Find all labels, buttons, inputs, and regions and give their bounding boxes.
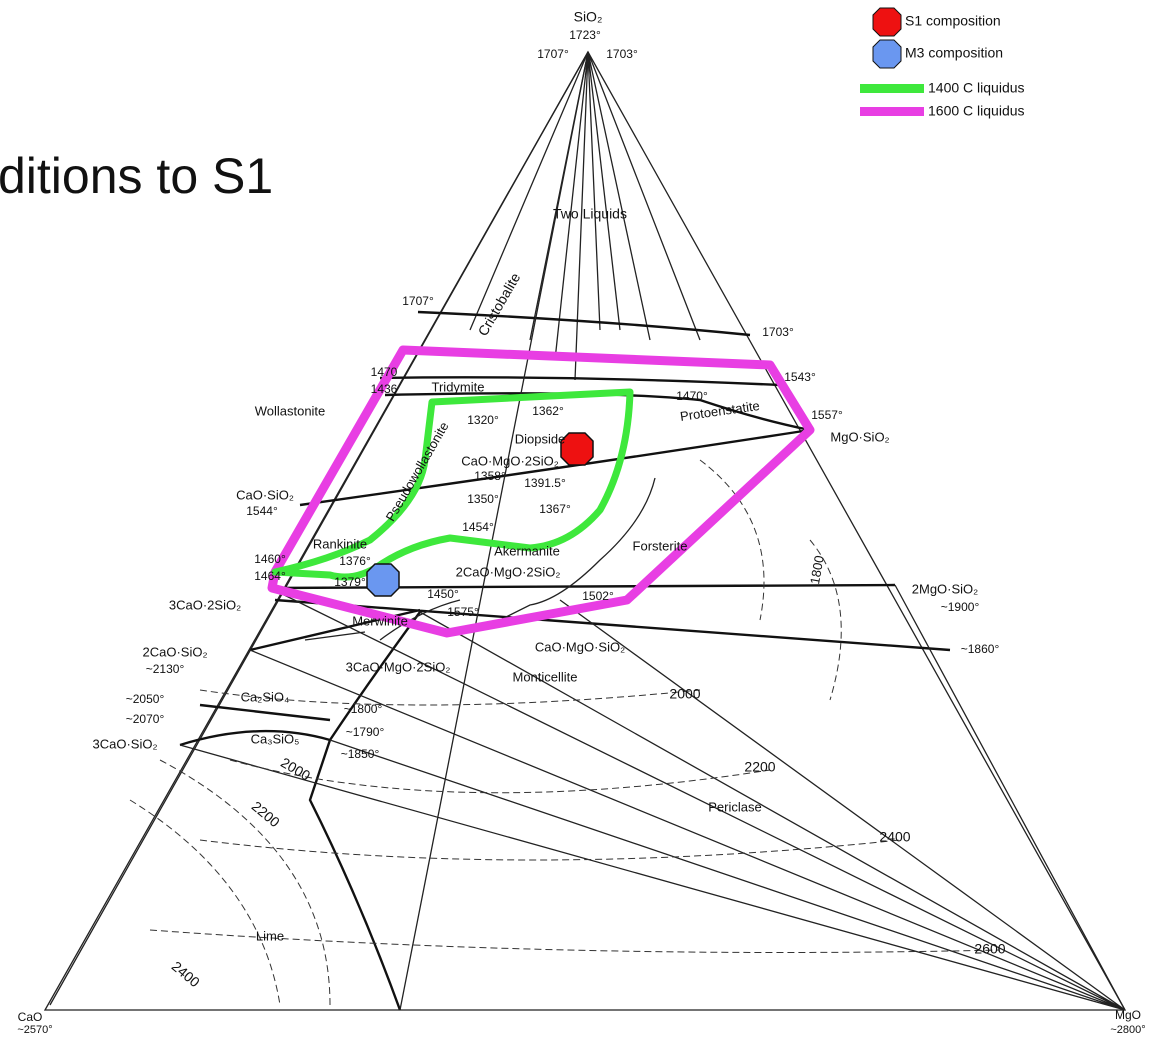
- diagram-label: Monticellite: [512, 669, 577, 684]
- diagram-label: 2000: [669, 686, 700, 702]
- legend-label: M3 composition: [905, 45, 1003, 61]
- diagram-label: Akermanite: [494, 543, 560, 558]
- diagram-label: 2CaO·MgO·2SiO₂: [456, 564, 561, 579]
- sketch-lines: [304, 477, 656, 641]
- diagram-label: Diopside: [515, 431, 566, 446]
- diagram-label: 1379°: [334, 575, 366, 589]
- diagram-label: ~2070°: [126, 712, 165, 726]
- diagram-label: Tridymite: [432, 379, 485, 394]
- m3-marker: [366, 563, 400, 597]
- diagram-label: ~1860°: [961, 642, 1000, 656]
- diagram-label: 1367°: [539, 502, 571, 516]
- diagram-label: 1703°: [762, 325, 794, 339]
- diagram-label: ~1800°: [344, 702, 383, 716]
- diagram-label: 1454°: [462, 520, 494, 534]
- diagram-label: 1800: [807, 554, 827, 585]
- diagram-label: Lime: [256, 928, 284, 943]
- diagram-label: CaO·MgO·SiO₂: [535, 639, 625, 654]
- diagram-label: 1723°: [569, 28, 601, 42]
- diagram-label: 1362°: [532, 404, 564, 418]
- diagram-label: 1464°: [254, 569, 286, 583]
- diagram-label: 2200: [249, 798, 283, 830]
- diagram-label: SiO₂: [574, 9, 603, 25]
- apex-lines: [469, 51, 701, 381]
- diagram-label: ~1850°: [341, 747, 380, 761]
- diagram-label: 1703°: [606, 47, 638, 61]
- diagram-label: CaO: [18, 1010, 43, 1024]
- diagram-label: 1470°: [676, 389, 708, 403]
- diagram-label: 1543°: [784, 370, 816, 384]
- diagram-label: 2600: [974, 941, 1005, 957]
- diagram-label: 1350°: [467, 492, 499, 506]
- legend-1400-swatch: [860, 84, 924, 93]
- diagram-label: Two Liquids: [553, 206, 627, 222]
- diagram-label: 3CaO·2SiO₂: [169, 597, 241, 612]
- diagram-label: 2400: [169, 958, 203, 990]
- diagram-label: Rankinite: [313, 536, 367, 551]
- diagram-label: ~1900°: [941, 600, 980, 614]
- legend-s1-swatch: [872, 7, 902, 37]
- legend-label: 1400 C liquidus: [928, 80, 1025, 96]
- diagram-label: 1575°: [447, 605, 479, 619]
- diagram-label: 2400: [879, 829, 910, 845]
- legend-m3-swatch: [872, 39, 902, 69]
- diagram-label: 1358°: [474, 469, 506, 483]
- diagram-label: MgO: [1115, 1008, 1141, 1022]
- diagram-lines: [43, 50, 1127, 1011]
- diagram-label: CaO·MgO·2SiO₂: [461, 453, 559, 468]
- diagram-label: 2000: [278, 754, 313, 784]
- diagram-label: Ca₃SiO₅: [251, 731, 300, 746]
- diagram-label: 3CaO·MgO·2SiO₂: [346, 659, 451, 674]
- diagram-label: 3CaO·SiO₂: [92, 736, 157, 751]
- diagram-label: 2CaO·SiO₂: [142, 644, 207, 659]
- diagram-label: Merwinite: [352, 613, 408, 628]
- diagram-label: Pseudowollastonite: [383, 419, 452, 524]
- diagram-label: ~2800°: [1110, 1024, 1145, 1034]
- s1-marker: [560, 432, 594, 466]
- diagram-label: 1376°: [339, 554, 371, 568]
- diagram-label: Cristobalite: [474, 270, 523, 339]
- slide-title: ditions to S1: [0, 148, 273, 204]
- diagram-label: 1707°: [537, 47, 569, 61]
- diagram-label: 1557°: [811, 408, 843, 422]
- diagram-label: 1450°: [427, 587, 459, 601]
- diagram-label: ~2050°: [126, 692, 165, 706]
- diagram-label: 1436: [371, 382, 398, 396]
- diagram-label: Periclase: [708, 799, 761, 814]
- diagram-label: 1707°: [402, 294, 434, 308]
- diagram-label: ~2570°: [17, 1024, 52, 1034]
- diagram-label: ~2130°: [146, 662, 185, 676]
- edge: [49, 51, 589, 1006]
- diagram-label: Wollastonite: [255, 403, 326, 418]
- diagram-label: 1470: [371, 365, 398, 379]
- tie-lines: [179, 51, 1126, 1011]
- isotherms: [129, 459, 1001, 1006]
- diagram-label: ~1790°: [346, 725, 385, 739]
- diagram-label: Ca₂SiO₄: [241, 689, 290, 704]
- triangle: [43, 50, 1127, 1011]
- diagram-label: MgO·SiO₂: [830, 429, 889, 444]
- boundary-curves: [179, 310, 951, 1011]
- legend: S1 composition M3 composition 1400 C liq…: [860, 7, 1025, 119]
- diagram-label: 1320°: [467, 413, 499, 427]
- diagram-label: 1391.5°: [524, 476, 566, 490]
- diagram-label: 2MgO·SiO₂: [912, 581, 978, 596]
- diagram-label: 2200: [744, 759, 775, 775]
- legend-label: S1 composition: [905, 13, 1001, 29]
- legend-1600-swatch: [860, 107, 924, 116]
- diagram-label: Forsterite: [633, 538, 688, 553]
- diagram-label: 1544°: [246, 504, 278, 518]
- diagram-label: 1460°: [254, 552, 286, 566]
- diagram-label: 1502°: [582, 589, 614, 603]
- diagram-label: CaO·SiO₂: [236, 487, 294, 502]
- legend-label: 1600 C liquidus: [928, 103, 1025, 119]
